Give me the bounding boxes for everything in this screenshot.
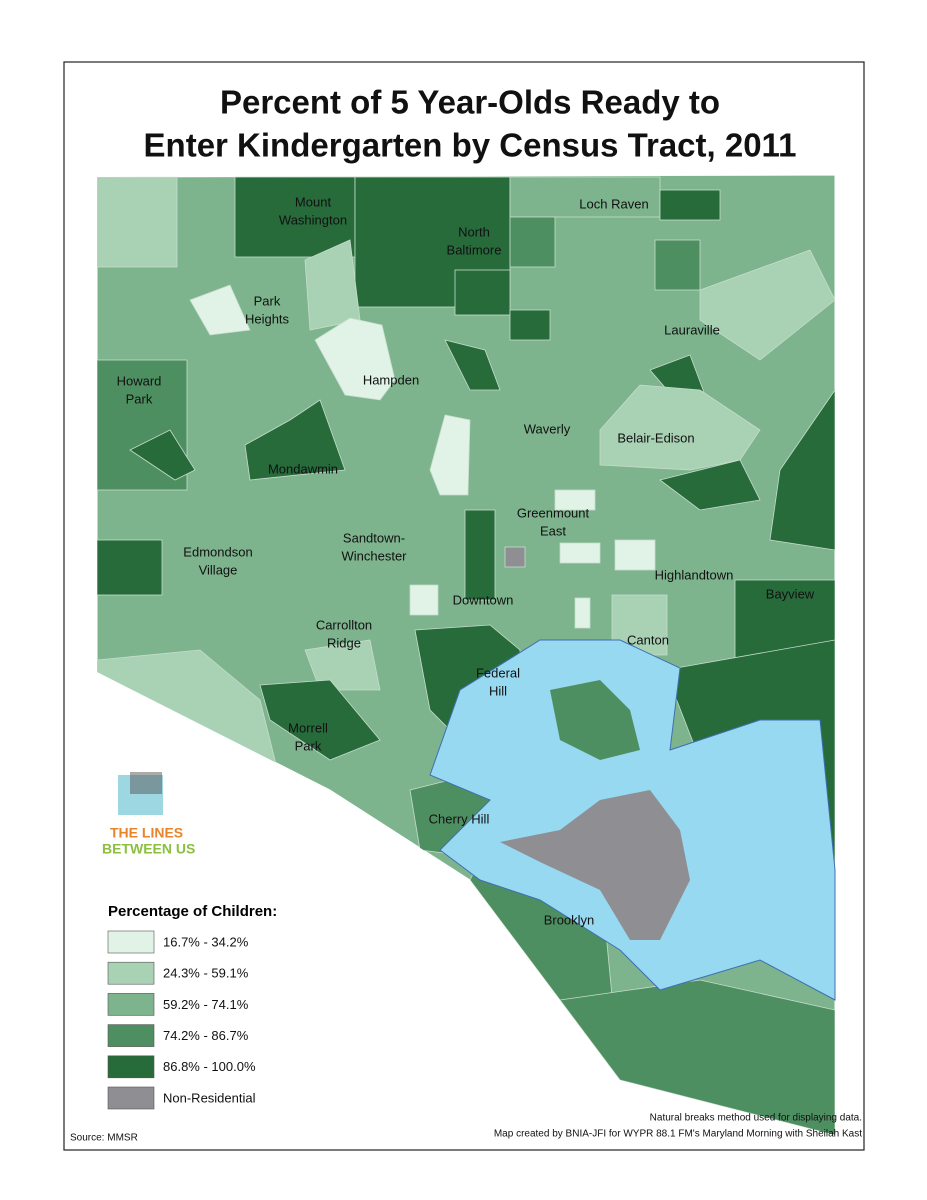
tract — [599, 384, 761, 471]
neighborhood-label: North — [458, 224, 490, 239]
legend-swatch — [107, 961, 155, 985]
note: Natural breaks method used for displayin… — [650, 1113, 862, 1124]
tract — [314, 317, 396, 401]
tract — [409, 584, 439, 616]
tract — [444, 339, 501, 391]
tract — [554, 489, 596, 511]
neighborhood-label: Greenmount — [517, 505, 590, 520]
legend-swatch — [107, 1024, 155, 1047]
note: Map created by BNIA-JFI for WYPR 88.1 FM… — [494, 1129, 862, 1140]
neighborhood-label: East — [540, 523, 566, 538]
tract — [509, 309, 551, 341]
title: Percent of 5 Year-Olds Ready to — [220, 84, 720, 121]
neighborhood-label: Mondawmin — [268, 461, 338, 476]
neighborhood-label: Park — [126, 391, 153, 406]
tract — [559, 542, 601, 564]
neighborhood-label: Cherry Hill — [429, 811, 490, 826]
neighborhood-label: Bayview — [766, 586, 815, 601]
tract — [259, 679, 381, 761]
tract — [769, 388, 835, 551]
tract — [509, 216, 556, 268]
legend-label: 59.2% - 74.1% — [163, 997, 249, 1012]
peninsula — [550, 680, 640, 760]
neighborhood-label: Waverly — [524, 421, 571, 436]
neighborhood-label: Ridge — [327, 635, 361, 650]
tract — [234, 176, 356, 258]
neighborhood-label: Hampden — [363, 372, 419, 387]
legend-swatch — [107, 1055, 155, 1079]
legend-swatch — [107, 930, 155, 954]
tract — [304, 639, 381, 691]
neighborhood-label: Downtown — [453, 592, 514, 607]
legend-label: Non-Residential — [163, 1090, 256, 1105]
tract — [699, 249, 835, 361]
neighborhood-label: Loch Raven — [579, 196, 648, 211]
tract — [97, 539, 163, 596]
neighborhood-label: Lauraville — [664, 322, 720, 337]
logo: THE LINES BETWEEN US — [102, 772, 195, 857]
neighborhood-label: Heights — [245, 311, 290, 326]
neighborhood-label: Hill — [489, 683, 507, 698]
neighborhood-label: Washington — [279, 212, 347, 227]
neighborhood-label: Brooklyn — [544, 912, 595, 927]
neighborhood-label: Village — [199, 562, 238, 577]
tract — [454, 269, 511, 316]
legend-swatch — [107, 1086, 155, 1110]
tract — [429, 414, 471, 496]
neighborhood-label: Federal — [476, 665, 520, 680]
tract — [129, 429, 196, 481]
neighborhood-label: Edmondson — [183, 544, 252, 559]
tract — [614, 539, 656, 571]
neighborhood-label: Howard — [117, 373, 162, 388]
tract — [189, 284, 251, 336]
neighborhood-label: Park — [295, 738, 322, 753]
legend-swatch — [107, 993, 155, 1016]
tract — [574, 597, 591, 629]
legend-label: 16.7% - 34.2% — [163, 934, 249, 949]
tract — [504, 546, 526, 568]
neighborhood-label: Canton — [627, 632, 669, 647]
legend-title: Percentage of Children: — [108, 903, 277, 920]
neighborhood-label: Winchester — [341, 548, 407, 563]
neighborhood-label: Baltimore — [447, 242, 502, 257]
neighborhood-label: Carrollton — [316, 617, 372, 632]
logo-text: BETWEEN US — [102, 841, 195, 857]
city-map — [96, 174, 836, 1136]
tract — [97, 359, 188, 491]
neighborhood-label: Mount — [295, 194, 332, 209]
tract — [244, 399, 346, 481]
logo-mark — [130, 772, 162, 794]
neighborhood-label: Morrell — [288, 720, 328, 735]
source: Source: MMSR — [70, 1133, 138, 1144]
logo-text: THE LINES — [110, 825, 183, 841]
neighborhood-label: Park — [254, 293, 281, 308]
tract — [659, 459, 761, 511]
legend-label: 86.8% - 100.0% — [163, 1059, 256, 1074]
tracts — [97, 176, 835, 1135]
legend-label: 74.2% - 86.7% — [163, 1028, 249, 1043]
tract — [659, 189, 721, 221]
neighborhood-label: Sandtown- — [343, 530, 405, 545]
non-residential-area — [500, 790, 690, 940]
tract — [464, 509, 496, 601]
title: Enter Kindergarten by Census Tract, 2011 — [144, 127, 797, 164]
legend-label: 24.3% - 59.1% — [163, 966, 249, 981]
neighborhood-label: Highlandtown — [655, 567, 734, 582]
neighborhood-label: Belair-Edison — [617, 430, 694, 445]
tract — [97, 176, 178, 268]
tract — [654, 239, 701, 291]
